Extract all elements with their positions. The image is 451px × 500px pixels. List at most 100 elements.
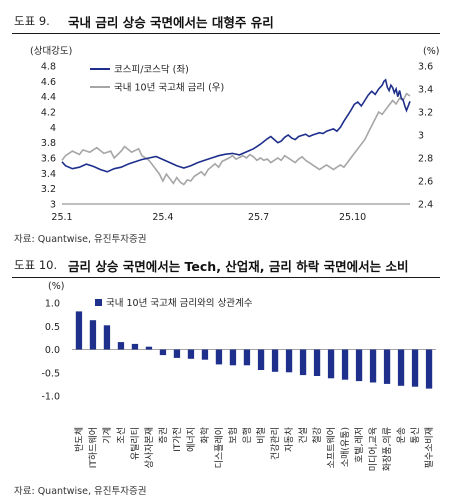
figure-10-source: 자료: Quantwise, 유진투자증권: [14, 486, 147, 497]
bar-15: [271, 349, 279, 372]
left-y-tick-label: 3.2: [41, 184, 56, 195]
left-axis-unit-label: (상대강도): [30, 46, 72, 57]
left-y-tick-label: 3: [50, 200, 56, 211]
bar-y-axis-unit-label: (%): [48, 281, 64, 292]
bar-9: [187, 349, 195, 359]
bar-y-tick-label: -1.0: [41, 392, 60, 403]
bar-y-tick-label: -0.5: [41, 368, 60, 379]
x-tick-label: 25.7: [248, 212, 269, 223]
right-y-tick-label: 3.6: [418, 62, 433, 73]
left-y-axis-ticks: 3 3.2 3.4 3.6 3.8 4 4.2 4.4 4.6 4.8: [41, 62, 56, 211]
legend-swatch-correlation: [95, 299, 102, 306]
bar-y-tick-label: 0.0: [45, 345, 60, 356]
figure-10-title: 금리 상승 국면에서는 Tech, 산업재, 금리 하락 국면에서는 소비: [68, 259, 409, 274]
right-y-axis-ticks: 2.4 2.6 2.8 3 3.2 3.4 3.6: [418, 62, 433, 211]
bar-24: [397, 349, 405, 386]
bar-category-label: IT가전: [172, 427, 183, 452]
bar-category-label: 조선: [116, 427, 127, 444]
bar-category-label: 필수소비재: [423, 427, 435, 468]
right-y-tick-label: 3: [418, 131, 424, 142]
bar-category-label: 은행: [241, 427, 253, 444]
figure-9-number: 도표 9.: [14, 14, 50, 28]
legend-label-correlation: 국내 10년 국고채 금리와의 상관계수: [106, 297, 253, 309]
bar-category-label: 유틸리티: [130, 427, 141, 460]
bar-category-label: 자동차: [283, 426, 295, 452]
left-y-tick-label: 3.6: [41, 154, 56, 165]
left-y-tick-label: 3.4: [41, 169, 56, 180]
legend-label-bond-yield: 국내 10년 국고채 금리 (우): [114, 83, 224, 94]
bar-category-label: 상사자본재: [144, 427, 155, 468]
figure-9-title: 국내 금리 상승 국면에서는 대형주 유리: [68, 15, 274, 30]
bar-category-label: 화장품,의류: [382, 427, 393, 471]
bar-chart: (%) 국내 10년 국고채 금리와의 상관계수 1.0 0.5 0.0 -0.5 -1…: [41, 281, 436, 471]
bar-2: [89, 320, 97, 350]
bar-category-label: 증권: [157, 427, 169, 444]
figure-10-header: 도표 10. 금리 상승 국면에서는 Tech, 산업재, 금리 하락 국면에서…: [0, 254, 451, 274]
bar-20: [341, 349, 349, 380]
left-y-tick-label: 4.2: [41, 108, 56, 119]
line-chart-legend: 코스피/코스닥 (좌) 국내 10년 국고채 금리 (우): [90, 65, 224, 94]
bar-category-label: 호텔,레저: [353, 427, 365, 463]
bar-4: [117, 342, 125, 350]
bar-category-label: 반도체: [74, 427, 85, 452]
bar-category-label: 철강: [312, 427, 323, 444]
bar-category-label: 건설: [298, 427, 309, 444]
bar-8: [173, 349, 181, 358]
left-y-tick-label: 4.8: [41, 62, 56, 73]
bar-5: [131, 343, 139, 350]
bar-y-axis-ticks: 1.0 0.5 0.0 -0.5 -1.0: [41, 299, 60, 403]
right-y-tick-label: 2.4: [418, 200, 433, 211]
bar-category-label: 통신: [410, 427, 421, 444]
bar-21: [355, 349, 363, 382]
left-y-tick-label: 4.4: [41, 92, 56, 103]
right-y-tick-label: 2.8: [418, 154, 433, 165]
figure-10-number: 도표 10.: [14, 258, 58, 272]
figure-9-rule: [12, 33, 440, 34]
bar-12: [229, 349, 237, 366]
bar-11: [215, 349, 223, 365]
figure-9-source: 자료: Quantwise, 유진투자증권: [14, 234, 147, 245]
bar-23: [383, 349, 391, 384]
right-y-tick-label: 3.4: [418, 85, 433, 96]
bar-category-label: IT하드웨어: [87, 427, 99, 468]
figure-9-header: 도표 9. 국내 금리 상승 국면에서는 대형주 유리: [0, 10, 451, 30]
series-line-bond-yield: [61, 92, 411, 186]
left-y-tick-label: 3.8: [41, 138, 56, 149]
bar-category-label: 소매(유통): [340, 427, 351, 467]
bar-category-label: 소프트웨어: [325, 427, 337, 468]
bar-26: [425, 349, 433, 389]
bar-category-label: 미디어,교육: [368, 427, 379, 471]
bar-y-tick-label: 1.0: [45, 299, 60, 310]
line-chart: (상대강도) (%) 3 3.2 3.4 3.6 3.8 4 4.2 4.4 4.6 4.8 2.…: [30, 46, 439, 223]
bar-category-label: 비철: [256, 427, 267, 444]
figure-10-rule: [12, 277, 440, 278]
bar-22: [369, 349, 377, 383]
x-tick-label: 25.10: [339, 212, 366, 223]
bar-category-label: 운송: [396, 427, 407, 444]
bar-chart-legend: 국내 10년 국고채 금리와의 상관계수: [95, 297, 253, 309]
bar-category-label: 건강관리: [270, 427, 281, 460]
bar-series: [75, 311, 433, 389]
series-line-kospi-kosdaq: [61, 78, 411, 173]
right-y-tick-label: 2.6: [418, 177, 433, 188]
bar-18: [313, 349, 321, 376]
legend-label-kospi: 코스피/코스닥 (좌): [114, 65, 189, 76]
bar-category-label: 기계: [101, 427, 113, 444]
left-y-tick-label: 4.6: [41, 77, 56, 88]
left-y-tick-label: 4: [50, 123, 56, 134]
x-tick-label: 25.1: [51, 212, 72, 223]
bar-13: [243, 349, 251, 366]
bar-1: [75, 311, 83, 350]
bar-25: [411, 349, 419, 387]
bar-category-label: 디스플레이: [214, 427, 225, 468]
bar-6: [145, 346, 153, 350]
bar-17: [299, 349, 307, 376]
bar-category-label: 화학: [200, 427, 211, 444]
right-axis-unit-label: (%): [423, 46, 439, 57]
x-tick-label: 25.4: [152, 212, 173, 223]
x-axis-ticks: 25.1 25.4 25.7 25.10: [51, 212, 366, 223]
bar-y-tick-label: 0.5: [45, 322, 60, 333]
bar-14: [257, 349, 265, 370]
bar-category-labels: 반도체 IT하드웨어 기계 조선 유틸리티 상사자본재 증권 IT가전 에너지 화학 디스플레이 보험…: [74, 426, 435, 471]
bar-19: [327, 349, 335, 379]
